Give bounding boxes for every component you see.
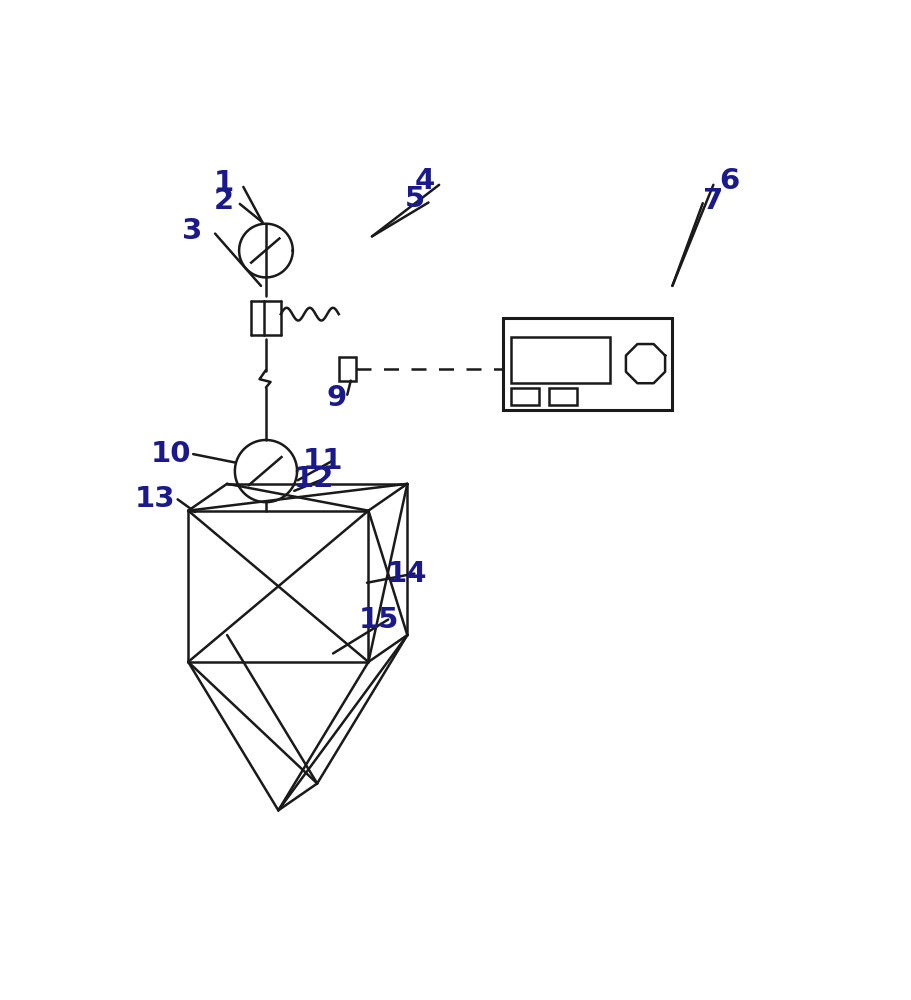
Text: 10: 10 <box>150 440 190 468</box>
Text: 5: 5 <box>404 185 424 213</box>
Text: 12: 12 <box>293 465 333 493</box>
Text: 9: 9 <box>326 384 346 412</box>
Bar <box>338 357 355 381</box>
Bar <box>502 318 671 410</box>
Text: 15: 15 <box>358 606 399 634</box>
Bar <box>548 388 577 405</box>
Text: 7: 7 <box>702 187 722 215</box>
Text: 4: 4 <box>415 167 435 195</box>
Text: 3: 3 <box>181 217 201 245</box>
Text: 2: 2 <box>213 187 233 215</box>
Text: 1: 1 <box>213 169 233 197</box>
Text: 11: 11 <box>302 447 343 475</box>
Bar <box>511 388 539 405</box>
Text: 13: 13 <box>135 485 175 513</box>
Text: 6: 6 <box>718 167 738 195</box>
Bar <box>511 337 609 383</box>
Text: 14: 14 <box>386 560 427 588</box>
